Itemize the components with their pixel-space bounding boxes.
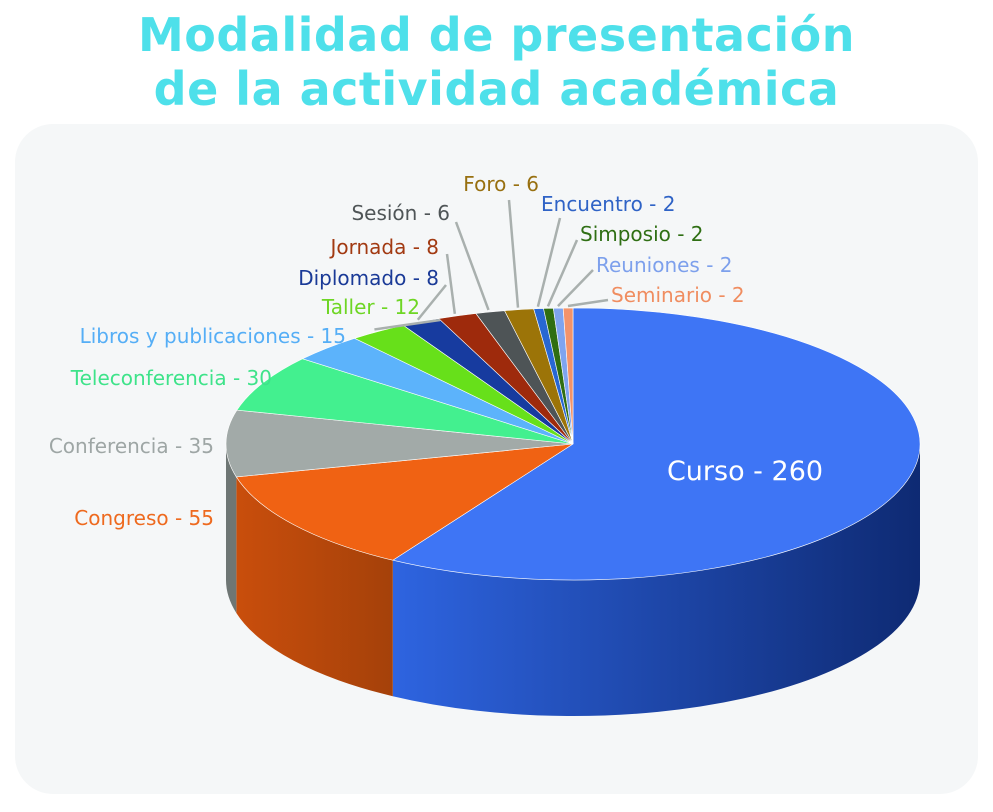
slice-label-diplomado: Diplomado - 8 xyxy=(298,266,439,290)
slice-label-reuniones: Reuniones - 2 xyxy=(596,253,733,277)
slice-label-conferencia: Conferencia - 35 xyxy=(49,434,214,458)
leader-line-diplomado xyxy=(416,284,447,321)
leader-line-seminario xyxy=(567,298,609,308)
slice-label-curso: Curso - 260 xyxy=(667,456,823,487)
slice-curso xyxy=(392,307,921,581)
slice-seminario xyxy=(562,307,574,445)
slice-labels: Curso - 260 Congreso - 55 Conferencia - 35… xyxy=(49,172,823,530)
leader-line-jornada xyxy=(445,253,457,314)
leader-lines xyxy=(374,199,609,331)
slice-label-jornada: Jornada - 8 xyxy=(328,235,439,259)
chart-title-line-1: Modalidad de presentación xyxy=(138,8,855,62)
slice-label-teleconferencia: Teleconferencia - 30 xyxy=(70,366,272,390)
chart-title-line-2: de la actividad académica xyxy=(153,62,840,116)
slice-label-taller: Taller - 12 xyxy=(321,295,420,319)
slice-label-congreso: Congreso - 55 xyxy=(74,506,214,530)
slice-side-congreso xyxy=(236,476,393,697)
slice-label-foro: Foro - 6 xyxy=(463,172,539,196)
leader-line-sesion xyxy=(454,221,490,311)
leader-line-simposio xyxy=(546,239,579,307)
leader-line-reuniones xyxy=(557,269,594,307)
slice-label-seminario: Seminario - 2 xyxy=(611,283,745,307)
slice-label-sesion: Sesión - 6 xyxy=(351,201,450,225)
slice-label-libros-y-publicaciones: Libros y publicaciones - 15 xyxy=(80,324,346,348)
leader-line-foro xyxy=(507,199,520,308)
pie-sides xyxy=(226,444,921,716)
slice-congreso xyxy=(235,443,574,561)
slice-teleconferencia xyxy=(236,358,574,445)
pie-tops xyxy=(225,307,921,581)
slice-conferencia xyxy=(225,409,574,478)
leader-line-encuentro xyxy=(536,217,562,307)
slice-label-encuentro: Encuentro - 2 xyxy=(541,192,675,216)
slice-side-curso xyxy=(392,444,921,716)
leader-line-taller xyxy=(374,318,441,331)
slice-label-simposio: Simposio - 2 xyxy=(580,222,704,246)
slice-side-conferencia xyxy=(226,444,237,613)
